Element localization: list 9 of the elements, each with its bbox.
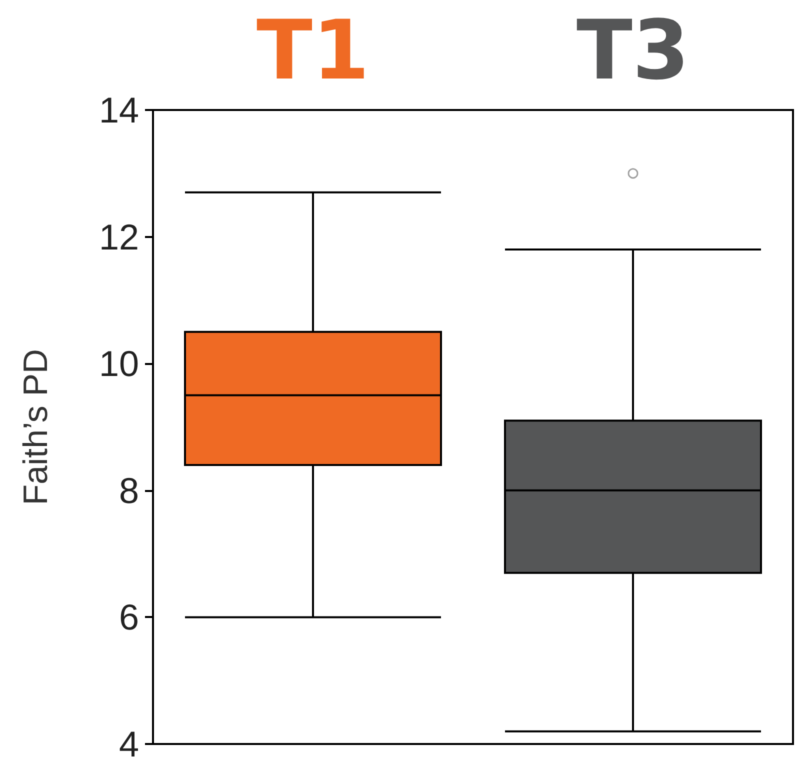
y-tick-label: 10	[98, 343, 139, 384]
y-axis-title: Faith’s PD	[17, 348, 55, 506]
y-tick-label: 8	[118, 470, 139, 511]
y-tick-label: 6	[118, 596, 139, 638]
y-tick-label: 12	[98, 216, 139, 258]
x-tick-label: T3	[576, 4, 690, 98]
y-tick-label: 4	[118, 724, 139, 764]
x-tick-label: T1	[256, 4, 370, 98]
y-tick-label: 14	[98, 90, 139, 130]
